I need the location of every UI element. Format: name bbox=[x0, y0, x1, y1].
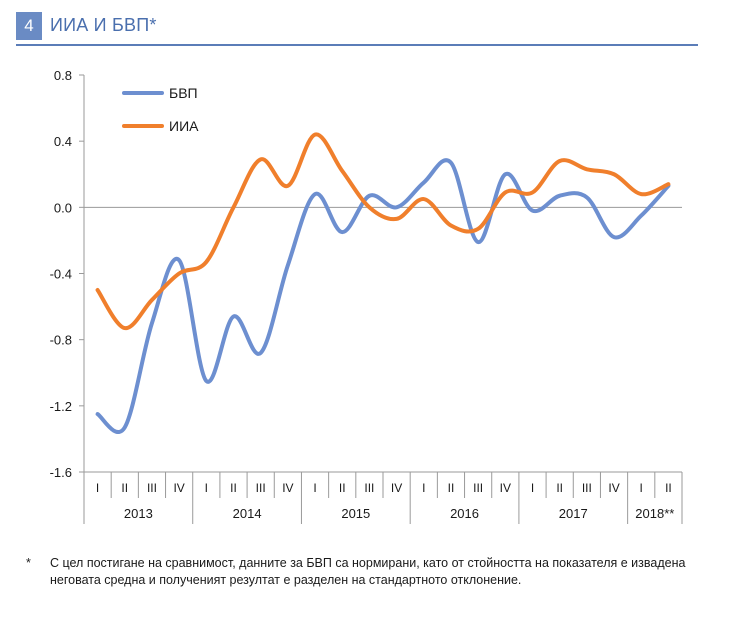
series-layer bbox=[95, 132, 671, 434]
y-tick-label: -1.6 bbox=[50, 465, 72, 480]
chart-axes: 0.80.40.0-0.4-0.8-1.2-1.6I II III IV I II III I… bbox=[50, 68, 683, 524]
data-point-iia bbox=[585, 167, 589, 171]
quarter-label: I bbox=[422, 481, 425, 495]
quarter-label: II bbox=[230, 481, 237, 495]
year-label: 2017 bbox=[559, 506, 588, 521]
series-line-gdp bbox=[95, 158, 671, 434]
data-point-iia bbox=[232, 205, 236, 209]
year-label: 2018** bbox=[635, 506, 674, 521]
data-point-gdp bbox=[449, 161, 453, 165]
y-tick-label: 0.4 bbox=[54, 134, 72, 149]
data-point-gdp bbox=[286, 263, 290, 267]
data-point-iia bbox=[666, 182, 670, 186]
data-point-iia bbox=[123, 326, 127, 330]
year-label: 2014 bbox=[233, 506, 262, 521]
quarter-label: IV bbox=[282, 481, 293, 495]
quarter-label: I bbox=[96, 481, 99, 495]
data-point-iia bbox=[259, 157, 263, 161]
data-point-iia bbox=[531, 190, 535, 194]
data-point-iia bbox=[286, 184, 290, 188]
data-point-gdp bbox=[204, 379, 208, 383]
data-point-iia bbox=[313, 133, 317, 137]
data-point-gdp bbox=[259, 351, 263, 355]
quarter-label: III bbox=[147, 481, 157, 495]
y-tick-label: -1.2 bbox=[50, 399, 72, 414]
quarter-label: II bbox=[556, 481, 563, 495]
data-point-gdp bbox=[612, 235, 616, 239]
data-point-iia bbox=[612, 172, 616, 176]
data-point-gdp bbox=[232, 315, 236, 319]
data-point-gdp bbox=[639, 214, 643, 218]
data-point-gdp bbox=[476, 240, 480, 244]
quarter-label: II bbox=[448, 481, 455, 495]
year-label: 2013 bbox=[124, 506, 153, 521]
data-point-gdp bbox=[558, 194, 562, 198]
data-point-gdp bbox=[313, 192, 317, 196]
data-point-iia bbox=[422, 197, 426, 201]
data-point-iia bbox=[96, 288, 100, 292]
data-point-iia bbox=[639, 192, 643, 196]
data-point-gdp bbox=[422, 181, 426, 185]
data-point-gdp bbox=[585, 195, 589, 199]
quarter-label: II bbox=[121, 481, 128, 495]
data-point-gdp bbox=[395, 205, 399, 209]
data-point-iia bbox=[503, 190, 507, 194]
data-point-iia bbox=[558, 159, 562, 163]
series-line-iia bbox=[95, 132, 671, 331]
footnote: * С цел постигане на сравнимост, данните… bbox=[26, 555, 696, 589]
data-point-iia bbox=[476, 227, 480, 231]
y-tick-label: -0.4 bbox=[50, 267, 72, 282]
y-tick-label: -0.8 bbox=[50, 333, 72, 348]
footnote-text: С цел постигане на сравнимост, данните з… bbox=[50, 556, 686, 587]
quarter-label: III bbox=[364, 481, 374, 495]
chart-header: 4 ИИА И БВП* bbox=[16, 10, 698, 46]
legend-label-iia: ИИА bbox=[169, 118, 199, 134]
quarter-label: II bbox=[665, 481, 672, 495]
data-point-gdp bbox=[340, 230, 344, 234]
year-label: 2016 bbox=[450, 506, 479, 521]
quarter-label: I bbox=[531, 481, 534, 495]
chart-title: ИИА И БВП* bbox=[50, 15, 157, 35]
quarter-label: IV bbox=[391, 481, 402, 495]
data-point-gdp bbox=[123, 425, 127, 429]
data-point-iia bbox=[367, 205, 371, 209]
chart-legend: БВП ИИА bbox=[122, 85, 199, 134]
quarter-label: I bbox=[313, 481, 316, 495]
data-point-iia bbox=[150, 298, 154, 302]
data-point-iia bbox=[204, 260, 208, 264]
data-point-iia bbox=[449, 224, 453, 228]
year-label: 2015 bbox=[341, 506, 370, 521]
quarter-label: IV bbox=[608, 481, 619, 495]
y-tick-label: 0.8 bbox=[54, 68, 72, 83]
data-point-gdp bbox=[150, 321, 154, 325]
quarter-label: IV bbox=[500, 481, 511, 495]
legend-label-gdp: БВП bbox=[169, 85, 198, 101]
quarter-label: III bbox=[256, 481, 266, 495]
data-point-gdp bbox=[177, 258, 181, 262]
chart-number-badge: 4 bbox=[16, 12, 42, 40]
quarter-label: I bbox=[640, 481, 643, 495]
quarter-label: III bbox=[473, 481, 483, 495]
quarter-label: III bbox=[582, 481, 592, 495]
data-point-iia bbox=[177, 272, 181, 276]
data-point-gdp bbox=[367, 194, 371, 198]
data-point-gdp bbox=[96, 412, 100, 416]
y-tick-label: 0.0 bbox=[54, 200, 72, 215]
data-point-iia bbox=[340, 169, 344, 173]
data-point-gdp bbox=[531, 209, 535, 213]
data-point-iia bbox=[395, 217, 399, 221]
quarter-label: II bbox=[339, 481, 346, 495]
footnote-mark: * bbox=[26, 556, 31, 570]
quarter-label: I bbox=[205, 481, 208, 495]
quarter-label: IV bbox=[173, 481, 184, 495]
data-point-gdp bbox=[503, 172, 507, 176]
